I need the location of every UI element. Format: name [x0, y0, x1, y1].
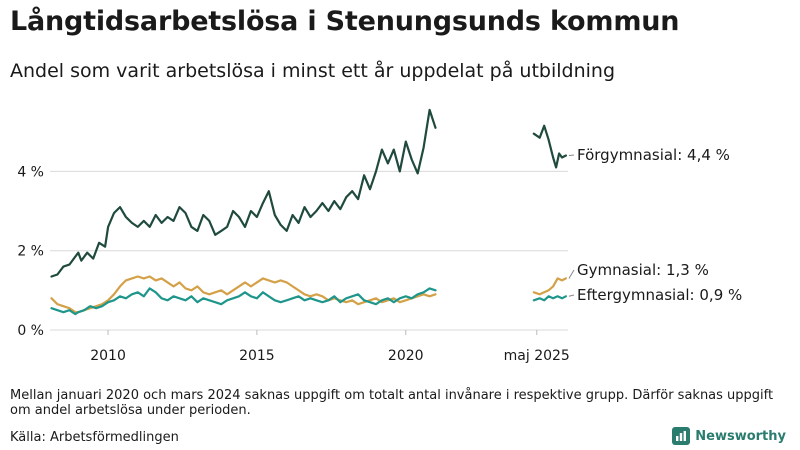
source-note: Källa: Arbetsförmedlingen [10, 430, 179, 445]
newsworthy-logo-icon [672, 427, 691, 445]
series-eftergymnasial [50, 287, 567, 316]
series-label: Eftergymnasial: 0,9 % [577, 286, 742, 304]
series-line [50, 108, 437, 278]
series-line [50, 275, 437, 314]
brand-name: Newsworthy [695, 428, 786, 444]
series-gymnasial [50, 275, 567, 314]
chart-title: Långtidsarbetslösa i Stenungsunds kommun [10, 6, 680, 37]
grid-layer: 0 % 2 % 4 % 2010 2015 2020 maj 2025 [17, 164, 570, 364]
chart-subtitle: Andel som varit arbetslösa i minst ett å… [10, 60, 616, 82]
footnote: Mellan januari 2020 och mars 2024 saknas… [10, 388, 774, 418]
x-tick-label: 2010 [90, 348, 126, 364]
y-tick-label: 0 % [17, 323, 44, 339]
y-tick-label: 2 % [17, 244, 44, 260]
series-line [532, 295, 567, 302]
series-line [532, 124, 567, 169]
y-tick-label: 4 % [17, 164, 44, 180]
series-förgymnasial [50, 108, 567, 278]
series-label: Gymnasial: 1,3 % [577, 261, 709, 279]
label-layer: Förgymnasial: 4,4 % Gymnasial: 1,3 % Efter… [568, 146, 742, 304]
label-leader-line [568, 269, 575, 279]
x-tick-label: 2020 [388, 348, 424, 364]
x-tick-label: maj 2025 [504, 348, 570, 364]
series-line [532, 277, 567, 296]
series-label: Förgymnasial: 4,4 % [577, 146, 730, 164]
label-leader-line [568, 294, 575, 297]
label-leader-line [568, 154, 575, 157]
series-layer [50, 108, 567, 316]
brand-logo[interactable]: Newsworthy [672, 427, 786, 445]
series-line [50, 287, 437, 316]
x-tick-label: 2015 [239, 348, 275, 364]
